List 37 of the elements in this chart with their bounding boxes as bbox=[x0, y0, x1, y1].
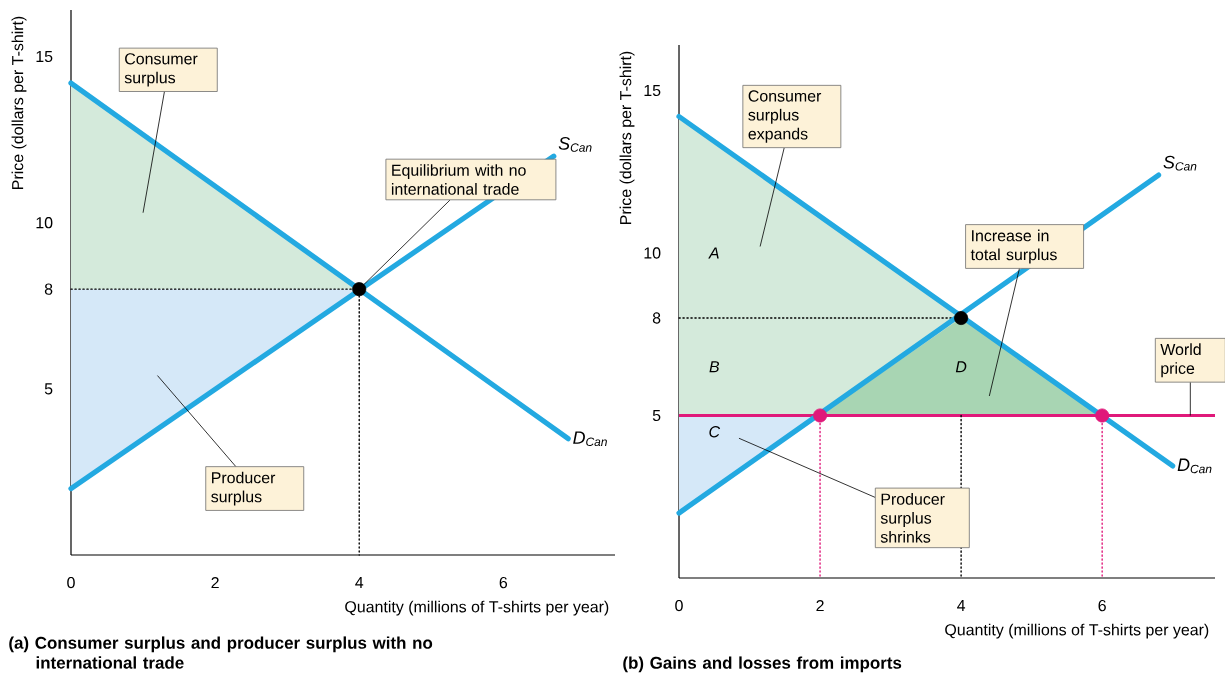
annotation: Consumer surplus expands bbox=[748, 90, 822, 143]
series-label: S$_{Can}$ bbox=[1163, 155, 1197, 171]
y-axis-title: Price (dollars per T-shirt) bbox=[619, 51, 635, 224]
text: (a) Consumer surplus and producer surplus with no international trade bbox=[9, 636, 433, 669]
annotation: Increase in total surplus bbox=[970, 229, 1057, 264]
y-tick-label: 8 bbox=[44, 283, 53, 295]
annotation: B bbox=[709, 361, 720, 373]
x-axis-title: Quantity (millions of T-shirts per year) bbox=[945, 623, 1209, 639]
annotation: Producer surplus shrinks bbox=[880, 493, 945, 543]
y-tick-label: 5 bbox=[44, 383, 53, 395]
y-tick-label: 10 bbox=[36, 217, 53, 229]
annotation: Equilibrium with no international trade bbox=[391, 164, 526, 195]
x-axis-title: Quantity (millions of T-shirts per year) bbox=[345, 600, 609, 616]
y-axis-title: Price (dollars per T-shirt) bbox=[11, 16, 27, 189]
x-tick-label: 2 bbox=[816, 599, 824, 612]
x-tick-label: 4 bbox=[355, 576, 364, 588]
y-tick-label: 15 bbox=[644, 84, 661, 97]
annotation: Consumer surplus bbox=[124, 53, 198, 87]
series-label: D$_{Can}$ bbox=[1177, 458, 1212, 474]
x-tick-label: 2 bbox=[211, 576, 219, 589]
annotation: C bbox=[709, 426, 721, 438]
x-tick-label: 4 bbox=[957, 599, 966, 611]
series-label: S$_{Can}$ bbox=[558, 137, 592, 152]
annotation: D bbox=[955, 361, 967, 373]
series-label: D$_{Can}$ bbox=[573, 431, 607, 447]
x-tick-label: 0 bbox=[67, 576, 75, 589]
x-tick-label: 0 bbox=[675, 599, 683, 612]
y-tick-label: 10 bbox=[644, 247, 661, 259]
y-tick-label: 8 bbox=[652, 312, 661, 324]
y-tick-label: 5 bbox=[652, 409, 661, 422]
text: (b) Gains and losses from imports bbox=[623, 656, 902, 673]
ref-line-label: World price bbox=[1160, 343, 1201, 378]
y-tick-label: 15 bbox=[36, 50, 53, 63]
annotation: Producer surplus bbox=[211, 471, 276, 506]
x-tick-label: 6 bbox=[1098, 599, 1106, 612]
x-tick-label: 6 bbox=[499, 576, 508, 589]
annotation: A bbox=[708, 247, 719, 259]
